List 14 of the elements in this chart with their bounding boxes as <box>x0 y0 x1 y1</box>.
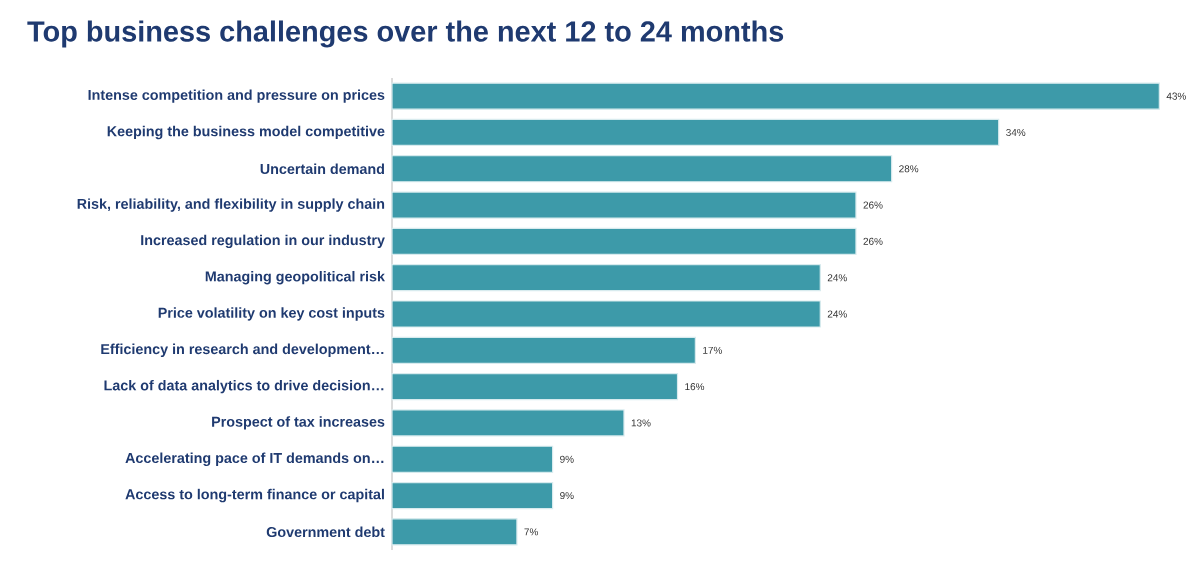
bar <box>391 336 696 364</box>
bar <box>391 118 1000 147</box>
bar <box>391 518 518 546</box>
bar <box>391 191 857 219</box>
bar <box>391 373 679 401</box>
bar <box>391 481 554 510</box>
bar <box>391 155 893 183</box>
bar <box>391 445 554 473</box>
bar <box>391 82 1160 110</box>
bar <box>391 300 821 328</box>
bar <box>391 227 857 255</box>
bar <box>391 409 625 437</box>
chart-title: Top business challenges over the next 12 to 24 months <box>27 20 784 48</box>
bar <box>391 264 821 292</box>
